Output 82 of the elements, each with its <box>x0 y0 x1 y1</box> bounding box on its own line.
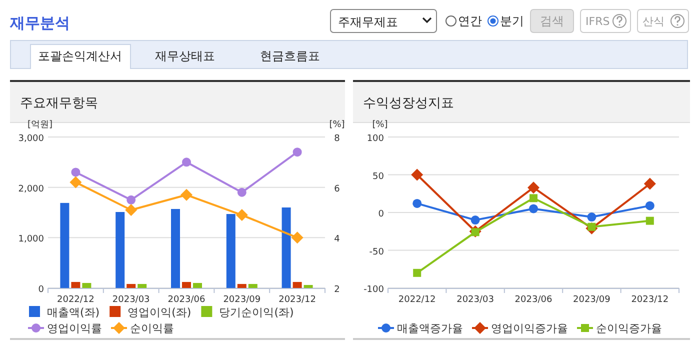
bar <box>138 284 147 288</box>
y2-tick-label: 8 <box>334 134 340 144</box>
legend-label: 순이익증가율 <box>596 322 662 335</box>
x-tick-label: 2023/09 <box>223 295 261 305</box>
point <box>587 212 596 222</box>
bar <box>248 284 258 288</box>
y-tick-label: 100 <box>366 134 384 144</box>
bar <box>193 282 202 288</box>
text: IFRS <box>586 15 610 28</box>
x-tick-label: 2023/09 <box>573 295 611 305</box>
bar <box>226 214 236 288</box>
bar <box>126 284 136 288</box>
point <box>646 216 654 225</box>
text: 연간 <box>458 14 482 28</box>
y-tick-label: 2,000 <box>18 184 44 194</box>
x-tick-label: 2022/12 <box>57 295 94 305</box>
point <box>645 201 654 210</box>
x-tick-label: 2023/12 <box>631 295 669 305</box>
legend-label: 매출액증가율 <box>397 322 463 335</box>
y-axis-title: [억원] <box>27 120 53 130</box>
bar <box>304 284 313 288</box>
bar <box>82 282 92 288</box>
text: 산식 <box>642 15 664 28</box>
legend-label: 영업이익(좌) <box>128 306 192 319</box>
bar <box>282 207 291 288</box>
x-tick-label: 2023/06 <box>168 295 206 305</box>
y-tick-label: -100 <box>364 285 384 295</box>
y-tick-label: 1,000 <box>18 234 44 245</box>
x-tick-label: 2023/03 <box>112 295 150 305</box>
legend-label: 순이익률 <box>130 322 174 335</box>
legend-label: 당기순이익(좌) <box>219 306 294 319</box>
x-tick-label: 2023/03 <box>456 295 494 305</box>
legend-label: 영업이익률 <box>47 322 102 335</box>
y-tick-label: 50 <box>372 172 384 182</box>
chart-title: 수익성장성지표 <box>363 96 454 111</box>
point <box>126 195 136 204</box>
point <box>180 188 192 201</box>
y-tick-label: -50 <box>369 247 384 258</box>
point <box>291 232 304 244</box>
bar <box>182 282 191 288</box>
point <box>528 182 540 194</box>
bar <box>171 208 180 288</box>
text: 현금흐름표 <box>260 49 320 63</box>
point <box>529 204 538 214</box>
legend-label: 영업이익증가율 <box>491 322 568 335</box>
point <box>125 204 138 216</box>
point <box>412 198 422 208</box>
point <box>71 168 80 177</box>
point <box>70 176 82 188</box>
bar <box>60 202 70 288</box>
y-tick-label: 3,000 <box>18 134 44 144</box>
point <box>237 188 246 197</box>
y2-tick-label: 2 <box>334 285 340 295</box>
text: 재무분석 <box>9 14 70 32</box>
point <box>411 168 424 181</box>
point <box>413 268 422 277</box>
point <box>530 194 538 202</box>
point <box>470 216 480 225</box>
text: 검색 <box>540 14 564 28</box>
text: 재무상태표 <box>155 49 215 63</box>
text: 분기 <box>500 14 524 28</box>
point <box>182 158 191 167</box>
x-tick-label: 2022/12 <box>398 295 436 305</box>
bar <box>292 282 302 288</box>
legend-label: 매출액(좌) <box>47 306 100 319</box>
text: 주재무제표 <box>338 15 398 29</box>
bar <box>116 212 125 288</box>
bar <box>237 284 246 288</box>
y-tick-label: 0 <box>378 210 384 220</box>
y-axis-title: [%] <box>372 120 388 130</box>
y2-tick-label: 4 <box>334 234 340 245</box>
point <box>236 209 248 222</box>
text: 포괄손익계산서 <box>38 49 122 63</box>
point <box>644 178 656 190</box>
bar <box>71 282 80 288</box>
x-tick-label: 2023/12 <box>278 295 316 305</box>
y-tick-label: 0 <box>38 285 44 295</box>
y2-axis-title: [%] <box>329 120 345 130</box>
point <box>292 148 302 157</box>
y2-tick-label: 6 <box>334 184 340 194</box>
x-tick-label: 2023/06 <box>514 295 552 305</box>
chart-title: 주요재무항목 <box>20 96 98 111</box>
